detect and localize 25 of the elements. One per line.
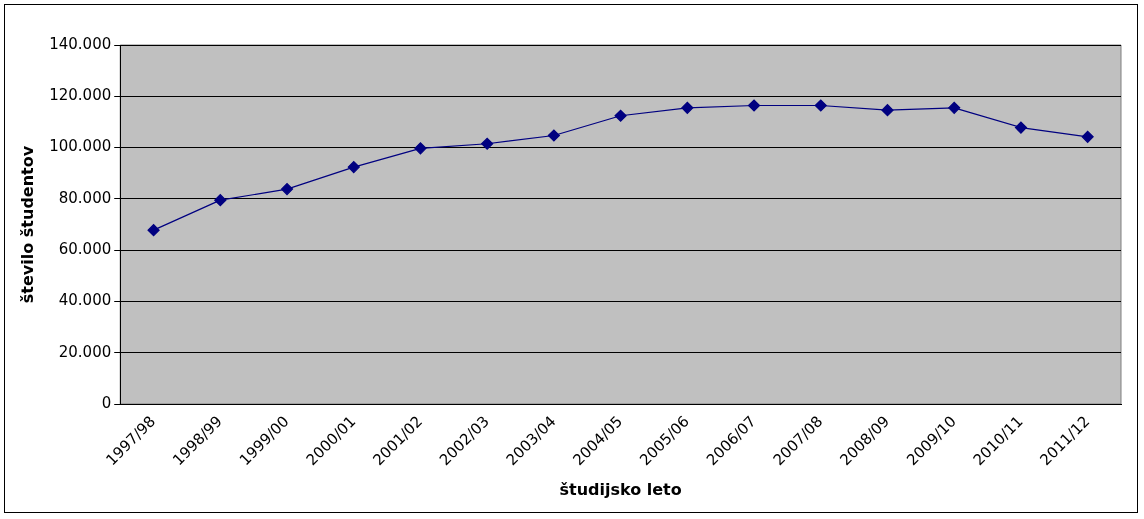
x-axis-title: študijsko leto <box>559 479 682 499</box>
point <box>414 142 427 155</box>
point <box>147 224 160 237</box>
y-tick-label: 120.000 <box>49 86 112 105</box>
y-tick-label: 80.000 <box>58 188 112 207</box>
y-tick-label: 0 <box>101 393 112 412</box>
point <box>347 160 360 174</box>
point <box>280 183 294 196</box>
point <box>881 104 894 117</box>
point <box>747 99 761 112</box>
point <box>547 129 560 142</box>
y-tick-label: 140.000 <box>49 34 112 53</box>
point <box>948 101 961 114</box>
y-tick-label: 40.000 <box>58 291 112 310</box>
point <box>481 137 494 150</box>
point <box>614 109 627 122</box>
point <box>814 99 827 112</box>
point <box>681 101 694 114</box>
y-axis-title: število študentov <box>17 145 37 304</box>
point <box>1014 121 1028 134</box>
point <box>1081 130 1094 143</box>
point <box>214 194 227 207</box>
y-tick-label: 60.000 <box>58 240 112 259</box>
y-tick-label: 20.000 <box>58 342 112 361</box>
y-tick-label: 100.000 <box>49 137 112 156</box>
